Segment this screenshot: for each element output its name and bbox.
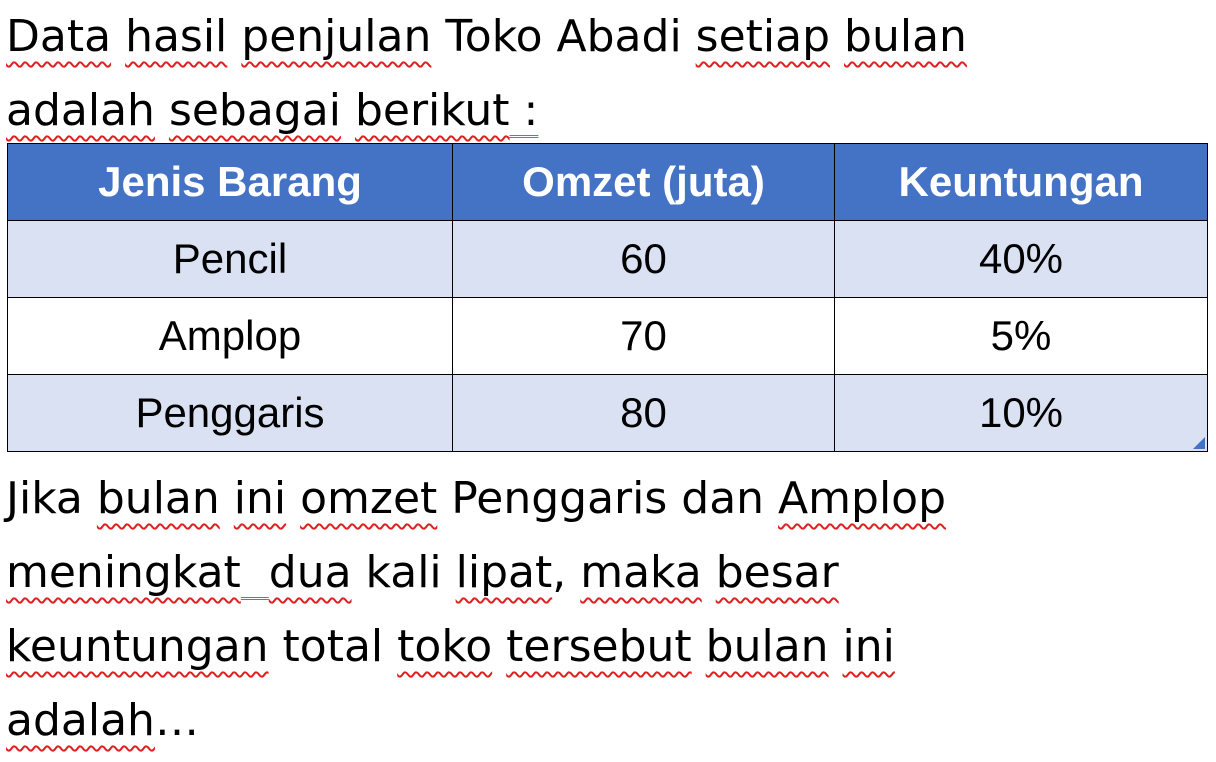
intro-word: Data xyxy=(6,11,112,62)
question-word: lipat xyxy=(455,547,553,598)
question-word: Amplop xyxy=(778,473,947,524)
table-cell: 5% xyxy=(834,297,1208,375)
table-cell: Penggaris xyxy=(7,374,453,452)
intro-line-1: Data hasil penjulan Toko Abadi setiap bu… xyxy=(6,11,967,62)
question-word: besar xyxy=(715,547,839,598)
intro-word: hasil xyxy=(125,11,228,62)
table-cell: 10% xyxy=(834,374,1208,452)
table-row: Amplop 70 5% xyxy=(7,297,1208,375)
question-word: meningkat xyxy=(6,547,241,598)
question-word: dua xyxy=(268,547,352,598)
table-cell: 70 xyxy=(452,297,835,375)
table-cell: Pencil xyxy=(7,220,453,298)
table-header-row: Jenis Barang Omzet (juta) Keuntungan xyxy=(7,143,1208,221)
table-cell: 60 xyxy=(452,220,835,298)
question-line-4: adalah… xyxy=(6,695,199,746)
intro-word: sebagai xyxy=(168,85,341,136)
intro-word: penjulan xyxy=(241,11,432,62)
table-resize-handle[interactable] xyxy=(1193,437,1205,449)
question-line-2: meningkat dua kali lipat, maka besar xyxy=(6,547,839,598)
question-word: tersebut xyxy=(506,621,692,672)
question-word: ini xyxy=(842,621,895,672)
question-word: bulan xyxy=(96,473,220,524)
intro-word: adalah xyxy=(6,85,155,136)
table-cell: 80 xyxy=(452,374,835,452)
table-cell: 40% xyxy=(834,220,1208,298)
question-word: maka xyxy=(580,547,702,598)
header-keuntungan: Keuntungan xyxy=(834,143,1208,221)
intro-colon: : xyxy=(523,85,539,136)
header-jenis-barang: Jenis Barang xyxy=(7,143,453,221)
table-cell: Amplop xyxy=(7,297,453,375)
question-paragraph: Jika bulan ini omzet Penggaris dan Amplo… xyxy=(6,462,946,758)
question-word: bulan xyxy=(705,621,829,672)
intro-word: Toko xyxy=(445,11,543,62)
intro-word: setiap xyxy=(695,11,831,62)
intro-word: berikut xyxy=(354,85,510,136)
question-word: keuntungan xyxy=(6,621,269,672)
question-word: ini xyxy=(233,473,287,524)
sales-table: Jenis Barang Omzet (juta) Keuntungan Pen… xyxy=(7,143,1208,452)
question-word: toko xyxy=(397,621,493,672)
intro-line-2: adalah sebagai berikut : xyxy=(6,74,967,148)
question-word: omzet xyxy=(300,473,438,524)
intro-paragraph: Data hasil penjulan Toko Abadi setiap bu… xyxy=(6,0,967,148)
question-line-3: keuntungan total toko tersebut bulan ini xyxy=(6,621,895,672)
question-line-1: Jika bulan ini omzet Penggaris dan Amplo… xyxy=(6,473,947,524)
table-row: Pencil 60 40% xyxy=(7,220,1208,298)
question-word: adalah xyxy=(6,695,155,746)
intro-word: bulan xyxy=(844,11,967,62)
table-row: Penggaris 80 10% xyxy=(7,374,1208,452)
header-omzet: Omzet (juta) xyxy=(452,143,835,221)
